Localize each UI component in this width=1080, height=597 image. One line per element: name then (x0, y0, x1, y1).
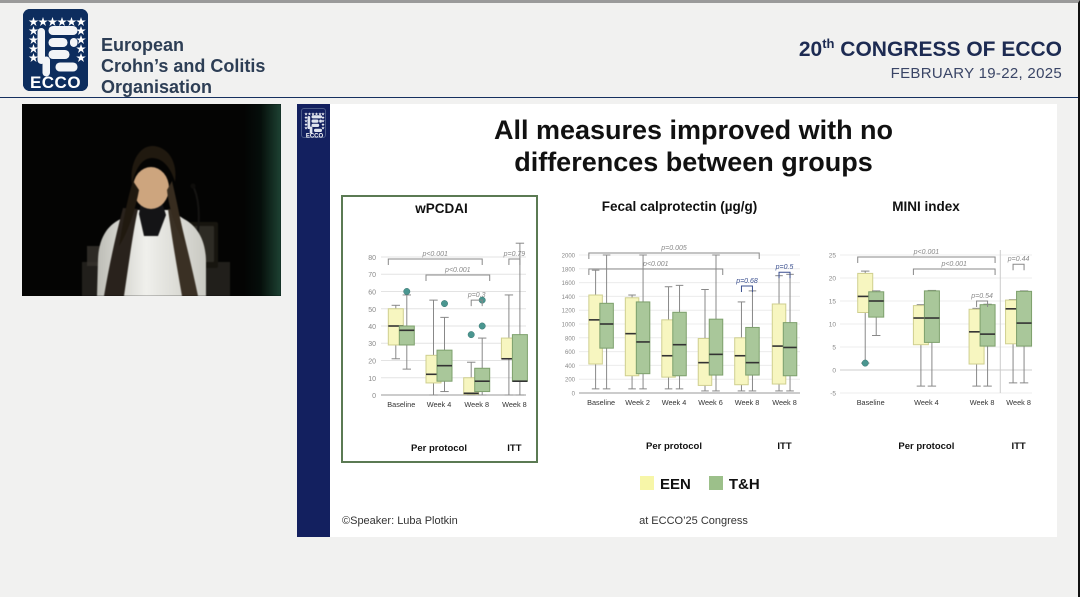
svg-text:10: 10 (368, 376, 376, 383)
svg-text:p=0.3: p=0.3 (467, 292, 486, 299)
svg-text:p<0.001: p<0.001 (444, 267, 471, 274)
svg-text:Per protocol: Per protocol (411, 443, 467, 454)
svg-text:ITT: ITT (777, 441, 791, 452)
svg-text:p=0.005: p=0.005 (660, 245, 687, 252)
svg-text:p=0.44: p=0.44 (1007, 256, 1030, 263)
svg-text:10: 10 (829, 322, 837, 329)
svg-text:400: 400 (565, 364, 576, 370)
svg-text:60: 60 (368, 290, 376, 297)
svg-text:p=0.79: p=0.79 (503, 251, 526, 258)
svg-text:p<0.001: p<0.001 (421, 251, 448, 258)
svg-text:600: 600 (565, 350, 576, 356)
svg-text:wPCDAI: wPCDAI (414, 201, 468, 216)
svg-text:800: 800 (565, 336, 576, 342)
svg-text:MINI index: MINI index (892, 199, 960, 214)
svg-text:0: 0 (372, 393, 376, 400)
svg-text:Week 4: Week 4 (427, 400, 452, 409)
svg-text:-5: -5 (830, 391, 836, 398)
svg-text:p=0.5: p=0.5 (775, 264, 794, 271)
svg-text:ECCO: ECCO (306, 134, 324, 140)
svg-text:Fecal calprotectin (µg/g): Fecal calprotectin (µg/g) (602, 199, 758, 214)
svg-text:p<0.001: p<0.001 (913, 249, 940, 256)
svg-text:70: 70 (368, 272, 376, 279)
svg-text:80: 80 (368, 255, 376, 262)
svg-text:25: 25 (829, 253, 837, 260)
svg-text:Week 8: Week 8 (970, 398, 995, 407)
svg-text:Week 2: Week 2 (625, 398, 650, 407)
svg-text:Week 8: Week 8 (502, 400, 527, 409)
svg-text:Week 8: Week 8 (464, 400, 489, 409)
svg-text:1800: 1800 (562, 267, 576, 273)
svg-text:Week 4: Week 4 (662, 398, 687, 407)
svg-text:Per protocol: Per protocol (646, 441, 702, 452)
svg-text:0: 0 (572, 392, 576, 398)
svg-text:ITT: ITT (507, 443, 521, 454)
svg-text:Week 6: Week 6 (698, 398, 723, 407)
svg-text:2000: 2000 (562, 254, 576, 260)
svg-text:Week 8: Week 8 (735, 398, 760, 407)
svg-text:Week 4: Week 4 (914, 398, 939, 407)
svg-text:Per protocol: Per protocol (898, 441, 954, 452)
svg-text:1400: 1400 (562, 295, 576, 301)
svg-text:Baseline: Baseline (387, 400, 415, 409)
svg-text:40: 40 (368, 324, 376, 331)
svg-text:ITT: ITT (1011, 441, 1025, 452)
svg-text:1200: 1200 (562, 309, 576, 315)
svg-text:20: 20 (829, 276, 837, 283)
svg-text:1000: 1000 (562, 323, 576, 329)
svg-text:p=0.68: p=0.68 (735, 278, 758, 285)
svg-text:50: 50 (368, 307, 376, 314)
svg-text:p=0.54: p=0.54 (970, 293, 993, 300)
svg-text:20: 20 (368, 359, 376, 366)
svg-text:Week 8: Week 8 (772, 398, 797, 407)
svg-text:Baseline: Baseline (857, 398, 885, 407)
svg-text:p<0.001: p<0.001 (642, 261, 669, 268)
svg-text:Baseline: Baseline (587, 398, 615, 407)
svg-text:5: 5 (832, 345, 836, 352)
svg-text:30: 30 (368, 341, 376, 348)
svg-text:0: 0 (832, 368, 836, 375)
svg-text:15: 15 (829, 299, 837, 306)
svg-text:p<0.001: p<0.001 (940, 261, 967, 268)
svg-text:Week 8: Week 8 (1006, 398, 1031, 407)
svg-text:1600: 1600 (562, 281, 576, 287)
svg-text:200: 200 (565, 378, 576, 384)
